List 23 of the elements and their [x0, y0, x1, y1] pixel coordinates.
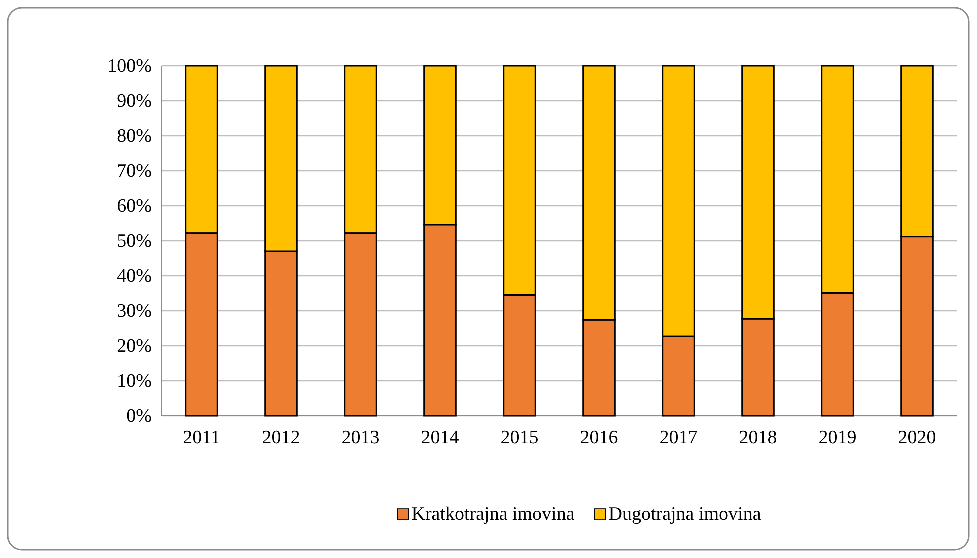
x-tick-label: 2020: [898, 427, 936, 448]
y-tick-label: 50%: [117, 231, 152, 252]
x-tick-label: 2012: [262, 427, 300, 448]
y-tick-label: 0%: [126, 406, 152, 428]
x-tick-label: 2013: [342, 427, 380, 448]
y-tick-label: 30%: [117, 301, 152, 322]
y-tick-label: 80%: [117, 126, 152, 148]
x-tick-label: 2014: [421, 427, 460, 448]
y-tick-label: 70%: [117, 161, 152, 182]
y-tick-label: 100%: [108, 56, 152, 78]
x-tick-label: 2015: [500, 427, 539, 448]
legend-label: Kratkotrajna imovina: [412, 504, 576, 525]
legend-label: Dugotrajna imovina: [608, 504, 762, 525]
x-tick-label: 2016: [580, 427, 618, 448]
y-tick-label: 10%: [117, 371, 152, 392]
x-tick-label: 2017: [660, 427, 698, 448]
y-tick-label: 20%: [117, 336, 152, 358]
y-tick-label: 90%: [117, 91, 152, 112]
y-tick-label: 40%: [117, 266, 152, 288]
x-tick-label: 2019: [818, 427, 857, 448]
x-tick-label: 2018: [739, 427, 778, 448]
y-tick-label: 60%: [117, 196, 152, 218]
x-tick-label: 2011: [183, 427, 220, 448]
